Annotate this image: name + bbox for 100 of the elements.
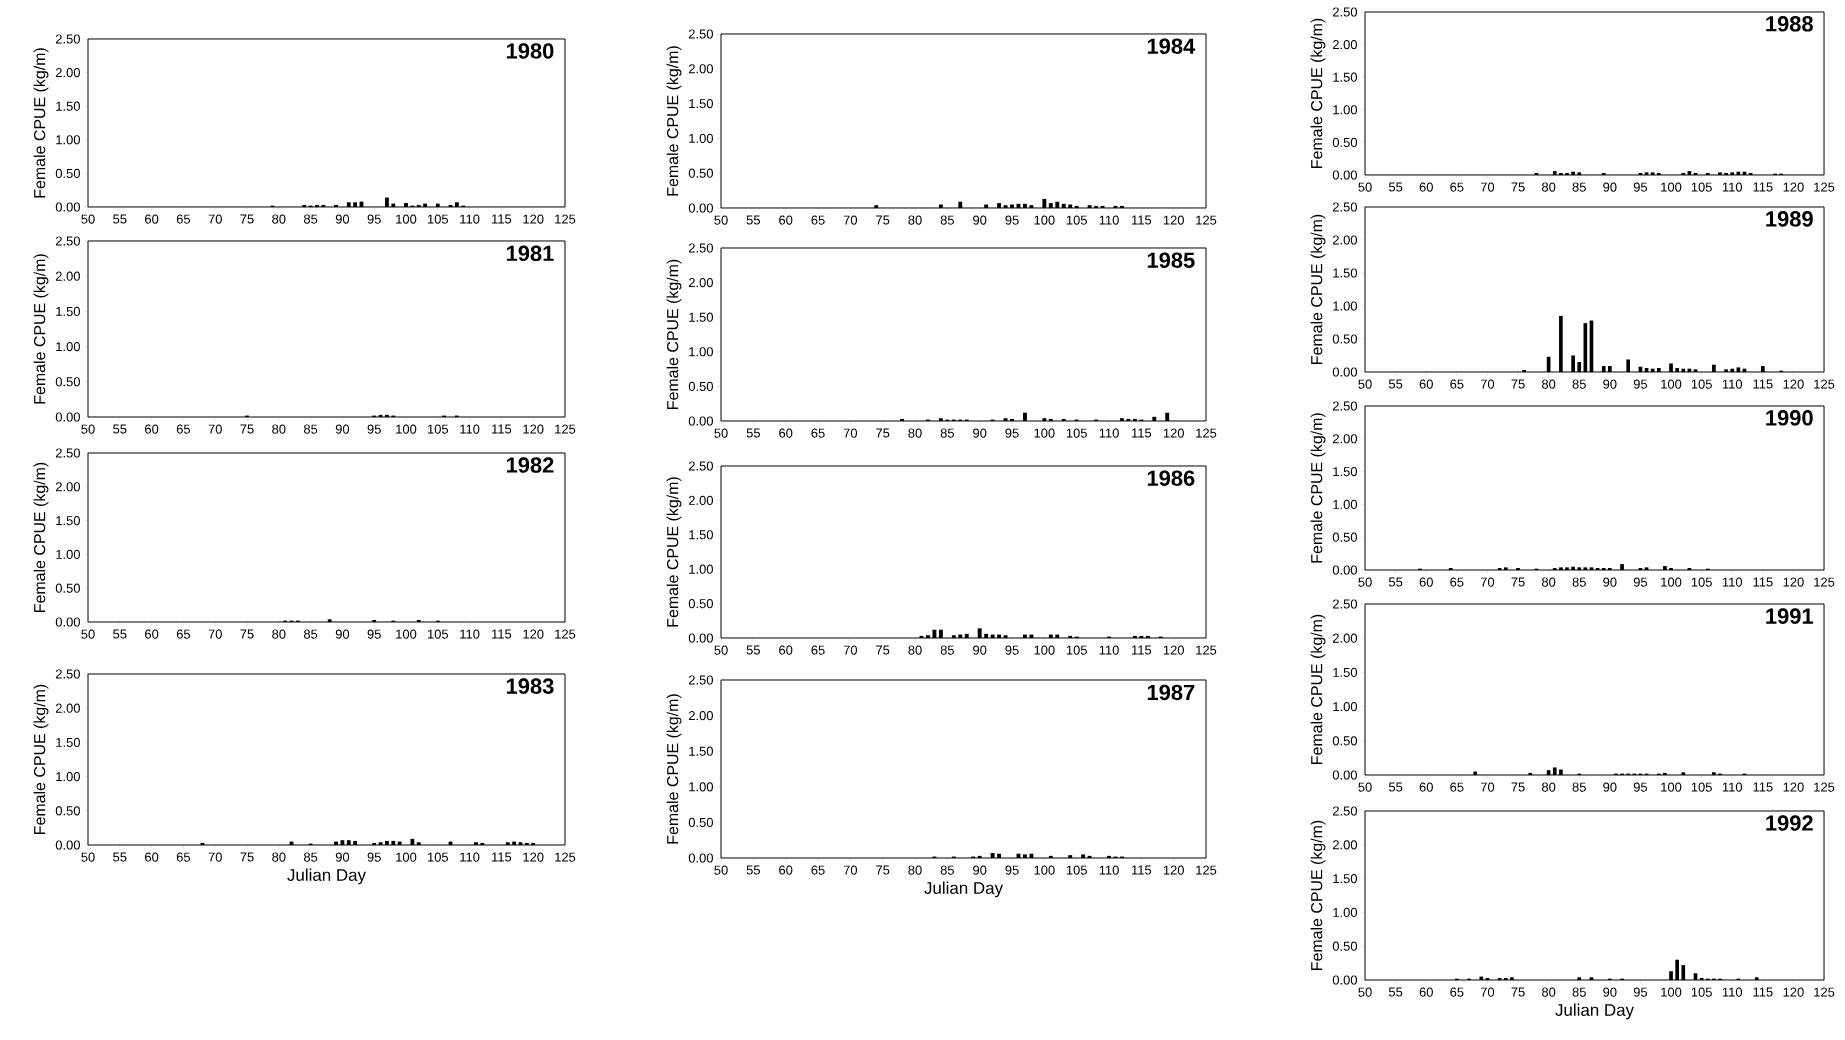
x-tick-label: 60	[1419, 182, 1433, 192]
y-tick-label: 1.00	[689, 782, 713, 792]
x-tick-label: 95	[367, 214, 381, 224]
x-tick-label: 80	[272, 214, 286, 224]
x-tick-label: 95	[1633, 782, 1648, 792]
x-tick-label: 110	[460, 629, 480, 639]
x-tick-label: 105	[1691, 782, 1712, 792]
y-tick-label: 1.50	[689, 312, 713, 322]
x-tick-label: 120	[1783, 577, 1804, 587]
x-tick-label: 90	[335, 629, 350, 639]
x-tick-label: 95	[1633, 182, 1648, 192]
x-tick-label: 105	[1066, 428, 1087, 438]
x-tick-label: 50	[1358, 182, 1372, 192]
y-tick-label: 2.50	[688, 29, 713, 39]
x-tick-label: 75	[240, 214, 254, 224]
x-tick-label: 110	[1099, 428, 1119, 438]
x-tick-label: 60	[779, 428, 793, 438]
x-tick-label: 120	[1163, 645, 1184, 655]
x-tick-label: 120	[1163, 428, 1184, 438]
y-tick-label: 0.00	[1332, 565, 1358, 575]
x-tick-label: 120	[1163, 865, 1184, 875]
y-tick-label: 2.00	[1332, 39, 1358, 50]
y-axis-title: Female CPUE (kg/m)	[666, 259, 682, 409]
y-axis-title: Female CPUE (kg/m)	[33, 462, 49, 612]
x-tick-label: 110	[1099, 865, 1119, 875]
y-tick-label: 2.50	[1332, 806, 1358, 816]
x-tick-label: 90	[973, 215, 987, 225]
y-axis-title: Female CPUE (kg/m)	[33, 254, 49, 404]
x-tick-label: 75	[876, 865, 890, 875]
y-tick-label: 0.50	[55, 168, 80, 178]
x-tick-label: 50	[1358, 987, 1372, 997]
x-tick-label: 105	[1691, 379, 1712, 389]
x-tick-label: 105	[1691, 577, 1712, 587]
y-tick-label: 2.50	[688, 243, 713, 253]
x-tick-label: 65	[811, 645, 825, 655]
x-tick-label: 115	[492, 424, 512, 434]
y-tick-label: 0.00	[688, 853, 713, 863]
chart-title: 1985	[1147, 252, 1195, 268]
y-axis-title: Female CPUE (kg/m)	[33, 684, 49, 834]
x-tick-label: 75	[1511, 182, 1525, 192]
x-tick-label: 65	[811, 215, 825, 225]
x-tick-label: 90	[1603, 182, 1617, 192]
x-tick-label: 105	[427, 214, 449, 224]
x-tick-label: 90	[973, 865, 987, 875]
x-tick-label: 55	[1388, 987, 1403, 997]
x-tick-label: 95	[1005, 865, 1019, 875]
x-tick-label: 100	[396, 424, 417, 434]
x-tick-label: 75	[240, 424, 254, 434]
chart-title: 1986	[1147, 470, 1195, 486]
y-tick-label: 2.50	[688, 675, 713, 685]
x-tick-label: 80	[908, 215, 922, 225]
chart-title: 1983	[506, 678, 554, 694]
x-tick-label: 110	[460, 424, 480, 434]
x-tick-label: 115	[1753, 987, 1773, 997]
x-tick-label: 80	[272, 424, 286, 434]
x-tick-label: 120	[1783, 182, 1804, 192]
y-tick-label: 0.50	[1332, 137, 1358, 147]
x-tick-label: 75	[876, 428, 890, 438]
x-tick-label: 115	[1132, 645, 1152, 655]
x-tick-label: 95	[1005, 645, 1019, 655]
x-tick-label: 95	[1633, 379, 1648, 389]
x-tick-label: 60	[145, 852, 159, 862]
y-tick-label: 1.50	[689, 746, 713, 756]
y-tick-label: 1.50	[56, 306, 80, 316]
x-tick-label: 80	[1541, 987, 1556, 997]
x-tick-label: 55	[746, 215, 760, 225]
x-tick-label: 90	[1603, 577, 1617, 587]
x-tick-label: 50	[81, 629, 95, 639]
x-tick-label: 115	[1132, 428, 1152, 438]
x-tick-label: 60	[1419, 987, 1433, 997]
y-tick-label: 0.50	[688, 817, 713, 827]
x-tick-label: 105	[1066, 645, 1087, 655]
chart-title: 1992	[1766, 815, 1813, 831]
x-tick-label: 55	[1388, 379, 1403, 389]
x-tick-label: 120	[523, 214, 544, 224]
y-tick-label: 2.50	[1332, 202, 1358, 212]
x-tick-label: 55	[746, 428, 760, 438]
x-tick-label: 70	[1480, 182, 1495, 192]
y-tick-label: 2.50	[1332, 599, 1358, 609]
x-tick-label: 110	[1722, 987, 1743, 997]
y-tick-label: 1.00	[689, 347, 713, 357]
y-tick-label: 1.50	[689, 98, 713, 109]
x-tick-label: 50	[81, 214, 95, 224]
y-tick-label: 0.50	[1332, 334, 1358, 344]
x-tick-label: 65	[1450, 782, 1464, 792]
chart-title: 1981	[506, 245, 554, 262]
x-tick-label: 125	[1814, 577, 1835, 587]
x-tick-label: 55	[1388, 182, 1403, 192]
x-tick-label: 85	[1572, 379, 1586, 389]
x-tick-label: 85	[1572, 577, 1586, 587]
chart-title: 1984	[1147, 38, 1196, 54]
y-tick-label: 2.50	[688, 461, 713, 471]
y-tick-label: 1.50	[1333, 467, 1358, 477]
x-tick-label: 80	[272, 852, 286, 862]
x-tick-label: 60	[1419, 379, 1433, 389]
x-tick-label: 55	[1388, 782, 1403, 792]
x-tick-label: 100	[1661, 987, 1682, 997]
y-axis-title: Female CPUE (kg/m)	[33, 48, 49, 198]
x-tick-label: 115	[1132, 865, 1152, 875]
x-tick-label: 110	[1722, 782, 1743, 792]
